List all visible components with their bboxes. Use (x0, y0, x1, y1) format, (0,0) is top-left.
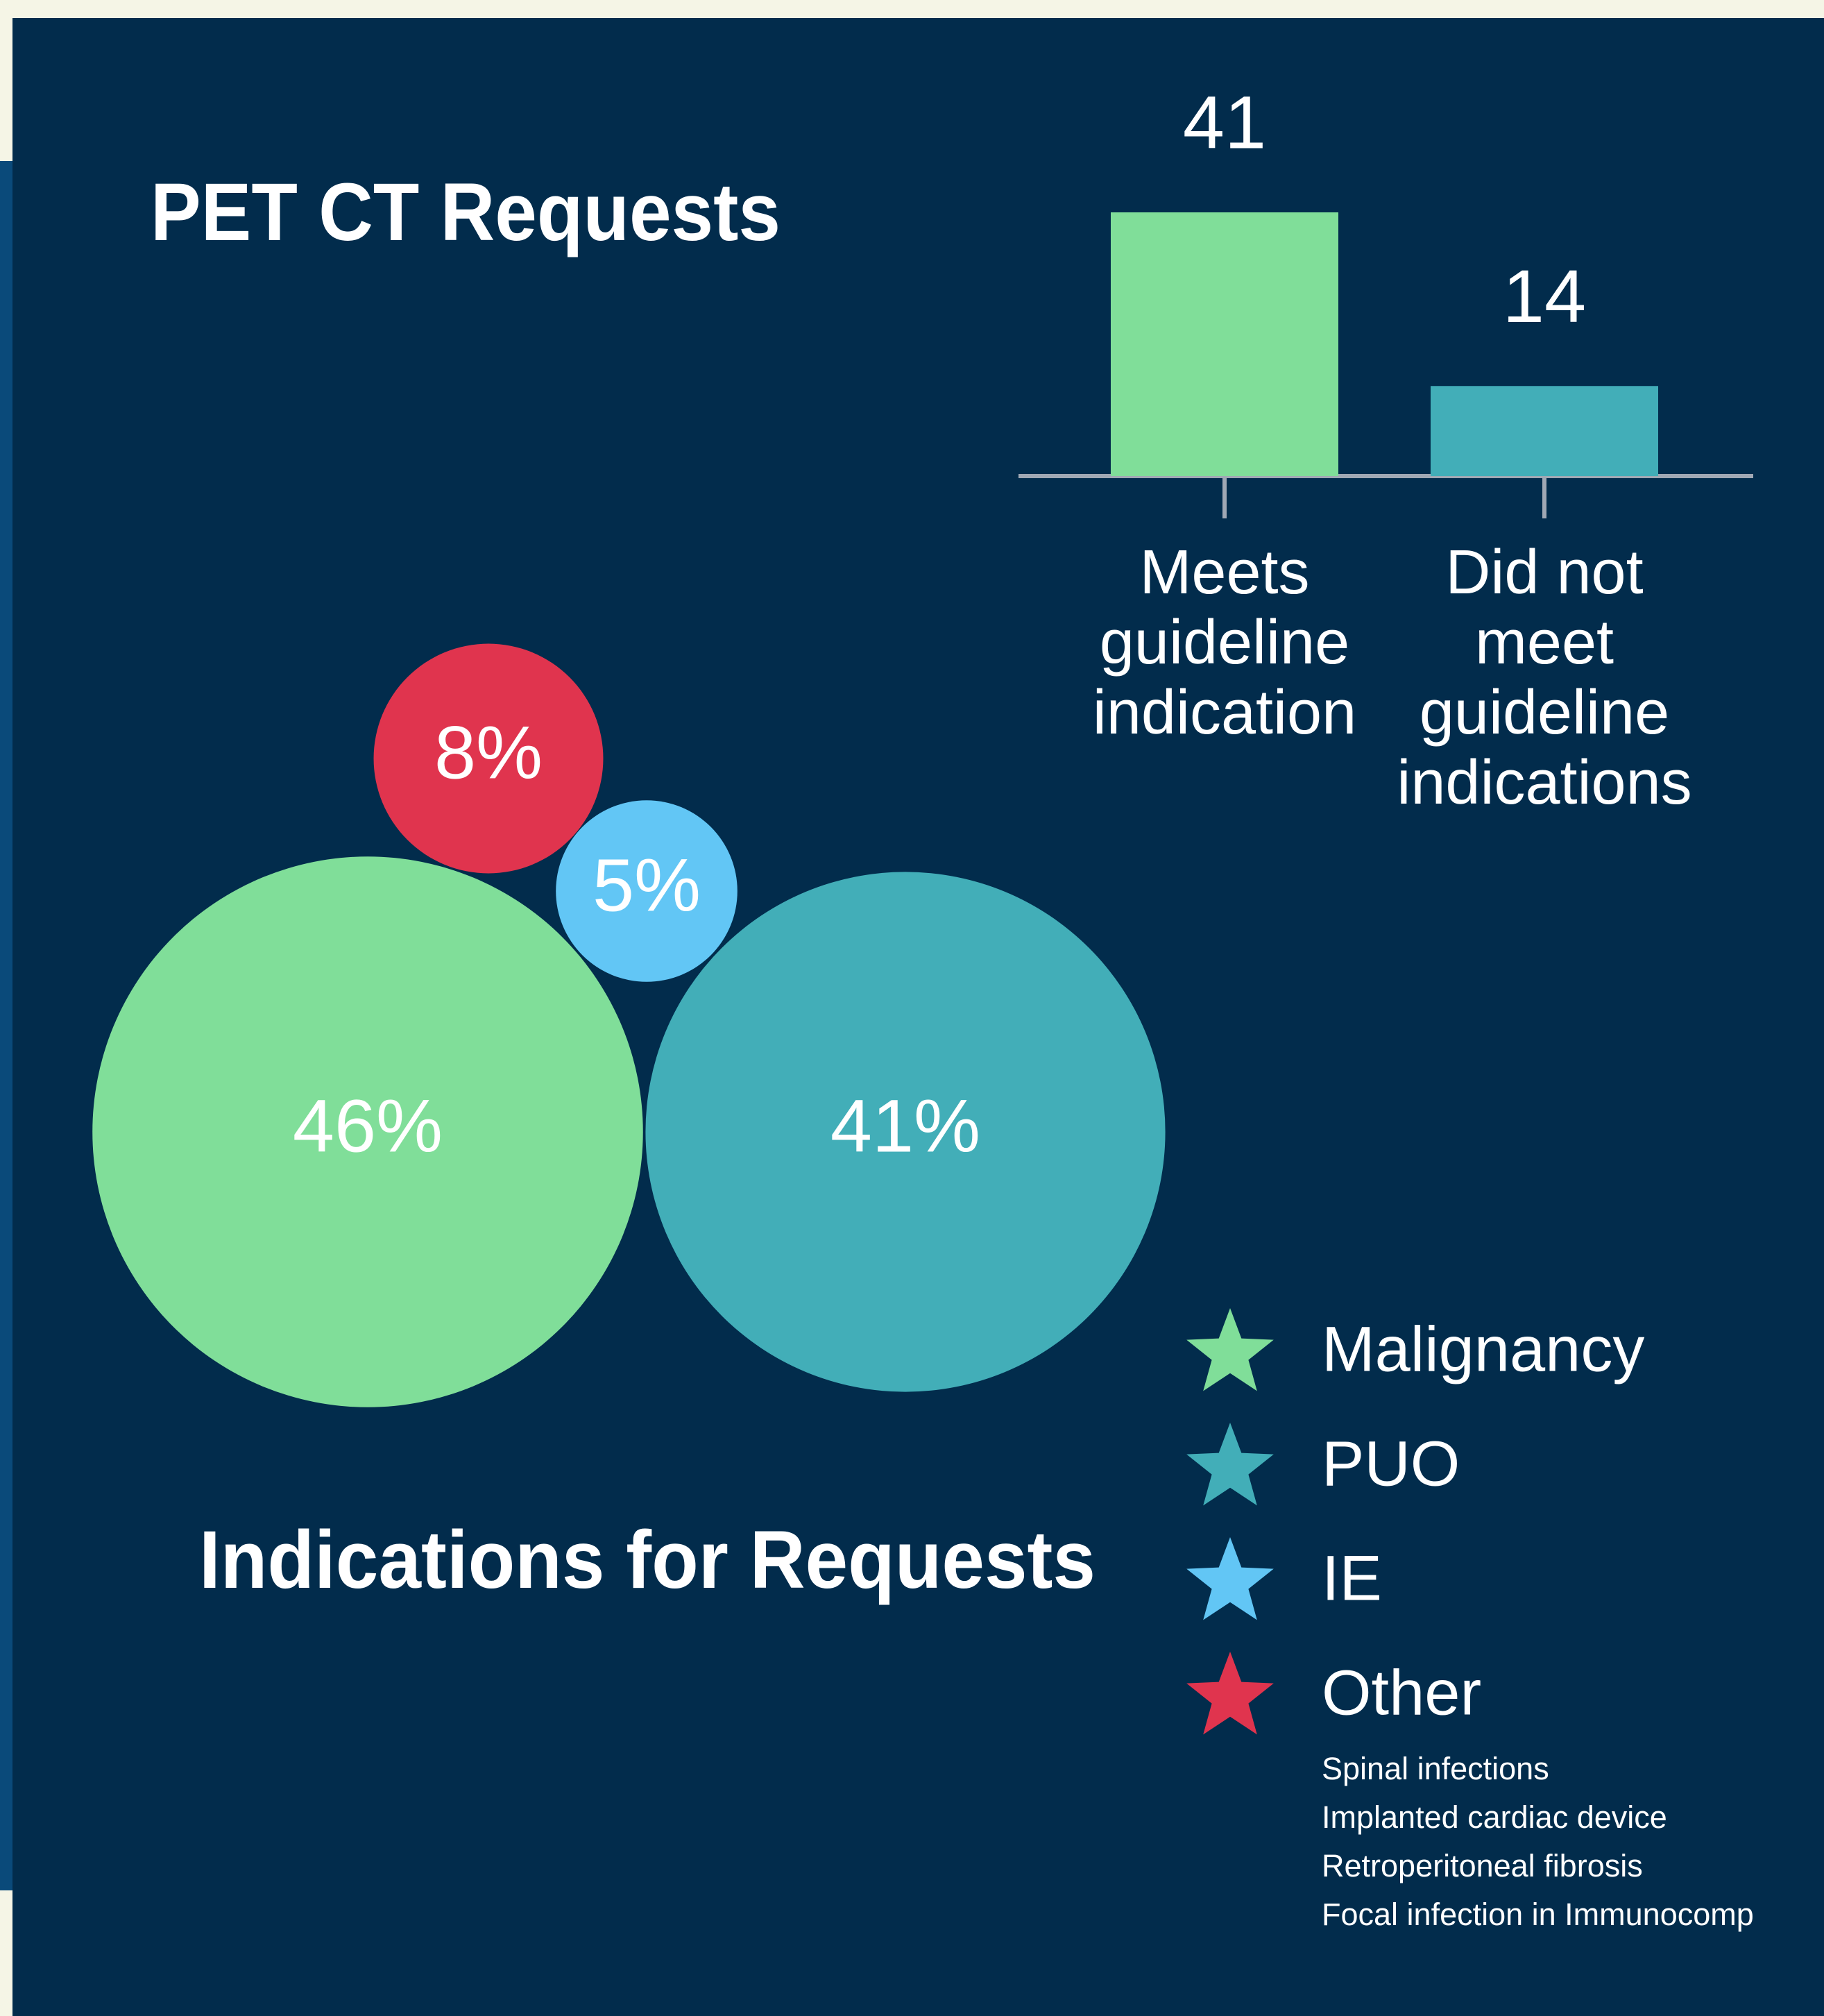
other-detail: Focal infection in Immunocomp (1322, 1897, 1754, 1932)
x-tick-label: Meets guideline indication (1092, 538, 1357, 747)
legend-star (1186, 1423, 1274, 1506)
legend-star (1186, 1537, 1274, 1620)
legend-label: Malignancy (1322, 1314, 1644, 1384)
bubble (556, 800, 738, 982)
bar (1431, 386, 1658, 476)
bubble-label: 41% (830, 1084, 980, 1168)
bar-value-label: 41 (1183, 81, 1266, 164)
bubble (373, 643, 604, 874)
bar-value-label: 14 (1503, 254, 1586, 338)
legend-label: Other (1322, 1657, 1481, 1728)
other-detail: Retroperitoneal fibrosis (1322, 1848, 1643, 1883)
other-detail: Spinal infections (1322, 1751, 1549, 1786)
bubble (645, 872, 1166, 1392)
other-detail: Implanted cardiac device (1322, 1799, 1667, 1835)
x-tick-label: Did not meet guideline indications (1397, 538, 1692, 818)
legend-label: PUO (1322, 1428, 1460, 1499)
side-strip (0, 161, 14, 1890)
bubble-chart-title: Indications for Requests (199, 1514, 1096, 1606)
legend-star (1186, 1652, 1274, 1735)
bar-chart-title: PET CT Requests (151, 167, 781, 258)
bubble (92, 856, 643, 1407)
bubble-label: 8% (434, 711, 543, 795)
legend-label: IE (1322, 1543, 1382, 1613)
legend-star (1186, 1308, 1274, 1391)
bubble-label: 5% (593, 843, 701, 927)
bubble-label: 46% (293, 1084, 443, 1168)
bar (1111, 212, 1338, 476)
